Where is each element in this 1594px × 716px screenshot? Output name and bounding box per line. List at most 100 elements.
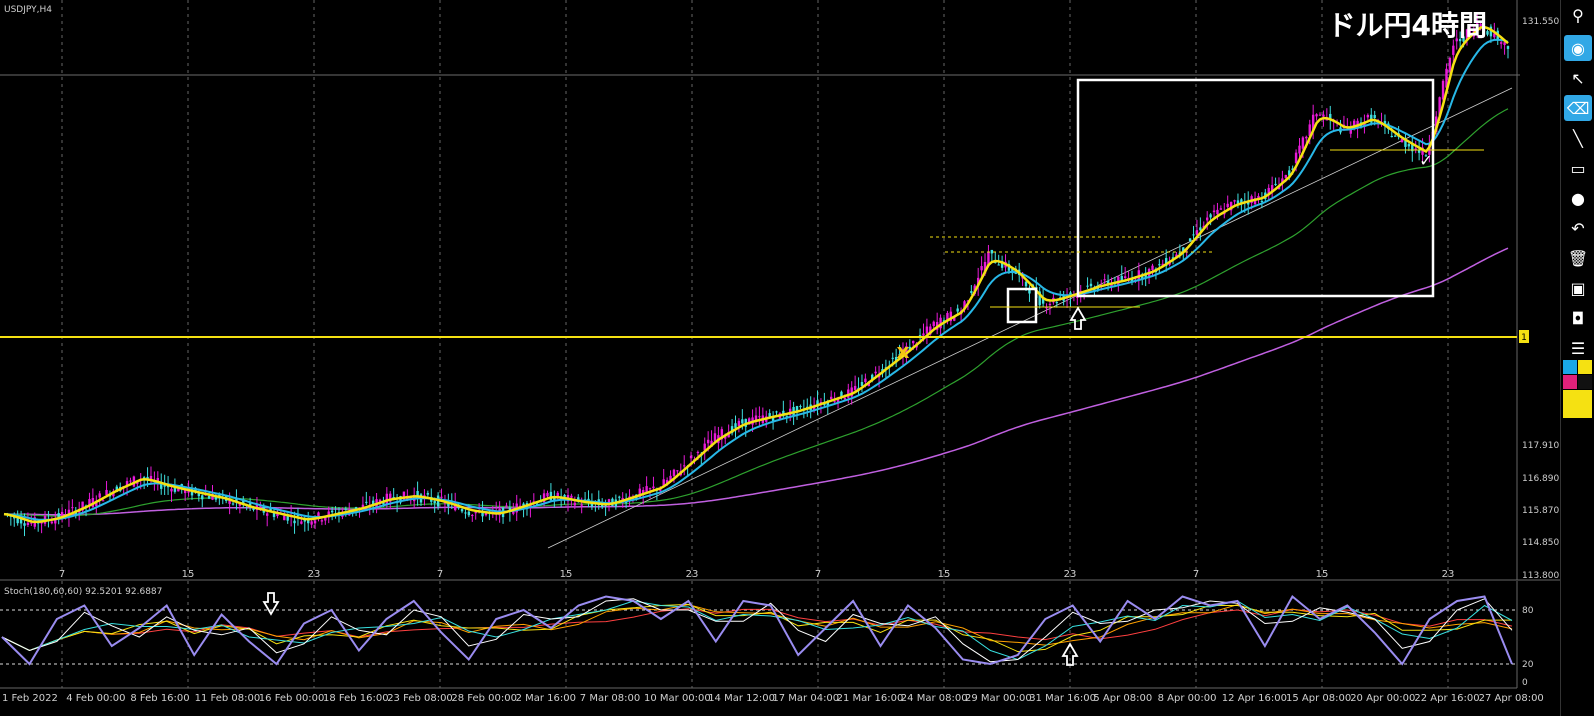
candle-body bbox=[1452, 45, 1455, 55]
candle-body bbox=[330, 510, 334, 513]
pin-icon[interactable]: ⚲ bbox=[1572, 5, 1584, 25]
price-tick-label: 113.800 bbox=[1522, 571, 1559, 581]
candle-body bbox=[706, 439, 710, 444]
candle-body bbox=[771, 417, 775, 421]
stoch-level-label: 20 bbox=[1522, 660, 1534, 670]
candle-body bbox=[1257, 195, 1260, 199]
eraser-icon[interactable]: ⌫ bbox=[1564, 95, 1592, 121]
candle-body bbox=[638, 488, 641, 498]
camera-icon[interactable]: ◘ bbox=[1571, 308, 1585, 328]
candle-body bbox=[583, 499, 587, 501]
candle-body bbox=[570, 495, 573, 498]
candle-body bbox=[98, 493, 101, 498]
candle-body bbox=[826, 401, 829, 406]
x-date-label: 24 Mar 08:00 bbox=[901, 693, 968, 704]
candle-body bbox=[160, 483, 163, 489]
candle-body bbox=[946, 313, 949, 322]
candle-body bbox=[16, 515, 19, 524]
candle-body bbox=[1469, 28, 1472, 31]
candle-body bbox=[1212, 210, 1216, 213]
candle-body bbox=[1493, 33, 1496, 38]
color-swatch-yellow-2[interactable] bbox=[1563, 390, 1592, 418]
candle-body bbox=[440, 496, 443, 498]
x-date-label: 14 Mar 12:00 bbox=[708, 693, 775, 704]
candle-body bbox=[963, 301, 966, 309]
x-date-label: 22 Apr 16:00 bbox=[1414, 693, 1479, 704]
candle-body bbox=[235, 497, 238, 503]
candle-body bbox=[426, 493, 430, 495]
candle-body bbox=[1465, 29, 1469, 41]
color-swatch-magenta[interactable] bbox=[1563, 375, 1577, 389]
chart-svg[interactable]: x ✓ 131.550117.910116.890115.870114.8501… bbox=[0, 0, 1560, 716]
candle-body bbox=[997, 264, 1000, 266]
candle-body bbox=[860, 382, 864, 386]
candle-body bbox=[696, 451, 700, 453]
candle-body bbox=[23, 523, 26, 526]
template-icon[interactable]: ▣ bbox=[1570, 278, 1586, 298]
stochastic-panel: 80 20 0 bbox=[0, 594, 1534, 688]
candle-body bbox=[799, 406, 802, 408]
candle-body bbox=[1417, 149, 1421, 153]
color-swatch-cyan[interactable] bbox=[1563, 360, 1577, 374]
candle-body bbox=[840, 391, 843, 398]
price-axis bbox=[0, 0, 1560, 689]
candle-body bbox=[1363, 122, 1366, 127]
candle-body bbox=[1318, 114, 1322, 116]
candle-body bbox=[95, 502, 98, 507]
candle-body bbox=[481, 510, 484, 517]
x-date-label: 27 Apr 08:00 bbox=[1479, 693, 1544, 704]
clipboard-icon[interactable]: ☰ bbox=[1570, 338, 1586, 358]
candle-body bbox=[577, 497, 580, 502]
candle-body bbox=[447, 502, 450, 507]
candle-body bbox=[1438, 97, 1441, 116]
candle-body bbox=[382, 502, 385, 505]
candle-body bbox=[1506, 46, 1510, 49]
price-tick-label: 116.890 bbox=[1522, 474, 1559, 484]
candle-body bbox=[710, 440, 713, 447]
candle-body bbox=[741, 419, 744, 424]
candle-body bbox=[922, 333, 925, 336]
eye-icon[interactable]: ◉ bbox=[1564, 35, 1592, 61]
candle-body bbox=[549, 491, 553, 501]
candle-body bbox=[1041, 298, 1045, 304]
candle-body bbox=[1274, 183, 1277, 186]
candle-body bbox=[1229, 201, 1233, 211]
color-swatch-black[interactable] bbox=[1578, 375, 1592, 389]
candle-body bbox=[1038, 291, 1041, 306]
dot-icon[interactable]: ● bbox=[1571, 188, 1585, 208]
candle-body bbox=[703, 443, 706, 451]
candle-body bbox=[19, 516, 23, 524]
candle-body bbox=[40, 522, 43, 524]
color-swatch-yellow-1[interactable] bbox=[1578, 360, 1592, 374]
candle-body bbox=[812, 405, 816, 410]
x-date-label: 8 Feb 16:00 bbox=[130, 693, 189, 704]
candle-body bbox=[730, 426, 734, 434]
candle-body bbox=[1400, 138, 1404, 143]
candle-body bbox=[676, 470, 679, 472]
candle-body bbox=[645, 486, 648, 493]
chart-background bbox=[0, 0, 1560, 716]
line-icon[interactable]: ╲ bbox=[1573, 128, 1583, 148]
candle-body bbox=[269, 508, 272, 512]
x-top-label: 15 bbox=[938, 569, 951, 580]
x-date-label: 4 Feb 00:00 bbox=[66, 693, 125, 704]
candle-body bbox=[460, 509, 464, 512]
price-tick-label: 114.850 bbox=[1522, 538, 1559, 548]
candle-body bbox=[1182, 247, 1185, 253]
candle-body bbox=[1373, 115, 1376, 119]
x-top-label: 15 bbox=[182, 569, 195, 580]
candle-body bbox=[320, 520, 324, 522]
candle-body bbox=[983, 261, 987, 274]
trash-icon[interactable]: 🗑 bbox=[1567, 248, 1589, 268]
x-date-label: 8 Apr 00:00 bbox=[1158, 693, 1217, 704]
price-tick-label: 115.870 bbox=[1522, 506, 1559, 516]
ruler-icon[interactable]: ▭ bbox=[1570, 158, 1586, 178]
cursor-icon[interactable]: ↖ bbox=[1571, 68, 1585, 88]
x-top-label: 7 bbox=[59, 569, 65, 580]
undo-icon[interactable]: ↶ bbox=[1571, 218, 1585, 238]
candle-body bbox=[1441, 80, 1445, 100]
candle-body bbox=[901, 350, 905, 356]
x-date-label: 18 Feb 16:00 bbox=[323, 693, 389, 704]
candle-body bbox=[286, 514, 289, 521]
